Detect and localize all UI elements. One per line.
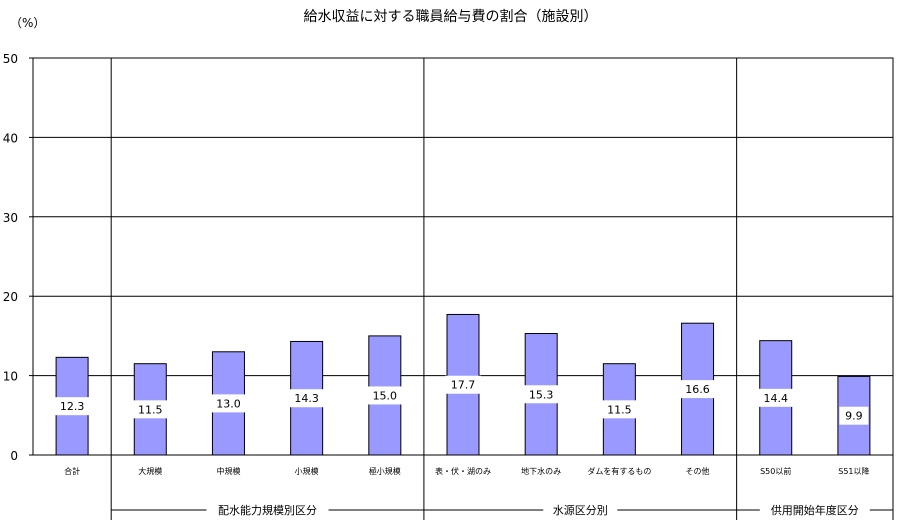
category-label: 極小規模 — [369, 466, 401, 476]
group-label-background — [759, 500, 870, 518]
category-label: S51以降 — [838, 466, 869, 476]
data-label-background — [366, 386, 403, 405]
data-label: 15.0 — [373, 389, 398, 402]
data-label-background — [210, 394, 247, 413]
data-label-background — [132, 400, 169, 419]
category-label: 表・伏・湖のみ — [435, 466, 491, 476]
data-label: 11.5 — [138, 403, 163, 416]
category-label: 合計 — [64, 466, 80, 476]
data-label: 14.3 — [294, 392, 319, 405]
category-label: 大規模 — [138, 466, 162, 476]
category-label: ダムを有するもの — [587, 466, 651, 476]
group-label-background — [206, 500, 329, 518]
group-label: 配水能力規模別区分 — [218, 503, 317, 517]
y-tick-label: 0 — [10, 449, 18, 463]
group-label-background — [543, 500, 618, 518]
data-label: 16.6 — [685, 383, 710, 396]
y-tick-label: 20 — [3, 290, 18, 304]
data-label: 12.3 — [60, 400, 85, 413]
y-tick-label: 50 — [3, 52, 18, 66]
group-label: 水源区分別 — [553, 503, 608, 517]
data-label: 9.9 — [845, 410, 863, 423]
group-label: 供用開始年度区分 — [771, 503, 859, 517]
category-label: 地下水のみ — [521, 466, 561, 476]
data-label: 11.5 — [607, 403, 632, 416]
data-label-background — [757, 388, 794, 407]
data-label-background — [445, 375, 481, 394]
chart-title: 給水収益に対する職員給与費の割合（施設別） — [303, 9, 598, 25]
data-label: 15.3 — [529, 388, 554, 401]
category-label: その他 — [686, 466, 710, 476]
y-axis-unit-label: （%） — [10, 16, 46, 30]
category-label: 小規模 — [295, 466, 319, 476]
y-tick-label: 10 — [3, 370, 18, 384]
data-label-background — [839, 406, 869, 425]
data-label-background — [54, 397, 91, 416]
category-label: S50以前 — [760, 466, 791, 476]
data-label: 14.4 — [763, 392, 788, 405]
y-tick-label: 40 — [3, 131, 18, 145]
data-label: 13.0 — [216, 397, 241, 410]
y-tick-label: 30 — [3, 211, 18, 225]
data-label-background — [523, 385, 560, 404]
data-label-background — [679, 380, 716, 399]
category-label: 中規模 — [216, 466, 240, 476]
data-label: 17.7 — [451, 379, 476, 392]
data-label-background — [601, 400, 638, 419]
data-label-background — [288, 389, 325, 408]
